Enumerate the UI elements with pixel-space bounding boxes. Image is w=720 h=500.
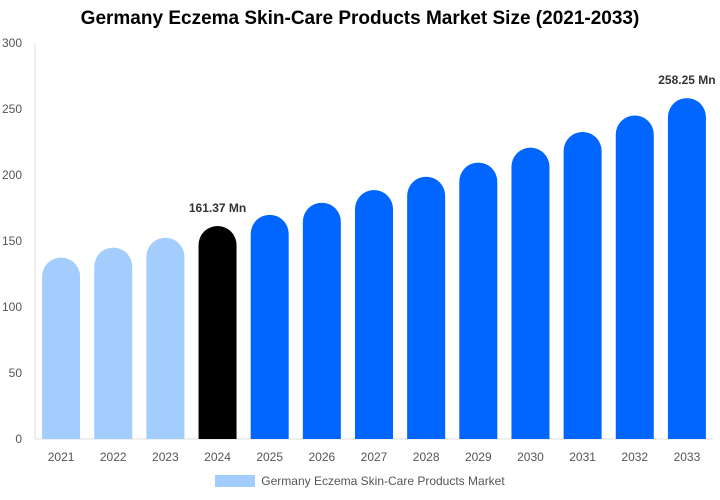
bar-2025 <box>250 214 289 439</box>
legend: Germany Eczema Skin-Care Products Market <box>0 474 720 488</box>
y-tick-label: 100 <box>2 300 22 314</box>
x-tick-label: 2031 <box>569 450 596 464</box>
bar-2033 <box>667 98 706 440</box>
x-tick-label: 2029 <box>465 450 492 464</box>
legend-label: Germany Eczema Skin-Care Products Market <box>261 474 505 488</box>
x-tick-label: 2024 <box>204 450 231 464</box>
x-tick-label: 2033 <box>674 450 701 464</box>
y-tick-label: 200 <box>2 168 22 182</box>
x-tick-label: 2026 <box>308 450 335 464</box>
chart-title: Germany Eczema Skin-Care Products Market… <box>80 8 640 29</box>
bar-2028 <box>407 176 446 439</box>
y-tick-label: 150 <box>2 234 22 248</box>
data-label-2024: 161.37 Mn <box>189 201 246 215</box>
x-tick-label: 2028 <box>413 450 440 464</box>
bar-2032 <box>615 115 654 439</box>
x-tick-label: 2030 <box>517 450 544 464</box>
x-tick-label: 2027 <box>361 450 388 464</box>
y-tick-label: 300 <box>2 36 22 50</box>
x-tick-label: 2025 <box>256 450 283 464</box>
x-tick-label: 2022 <box>100 450 127 464</box>
bar-2021 <box>42 257 81 439</box>
bar-2027 <box>355 190 393 439</box>
bar-2022 <box>94 247 133 439</box>
y-tick-label: 0 <box>15 432 22 446</box>
x-tick-label: 2023 <box>152 450 179 464</box>
y-tick-label: 50 <box>9 366 23 380</box>
y-tick-label: 250 <box>2 102 22 116</box>
bar-2031 <box>563 131 602 439</box>
bar-2026 <box>302 202 341 439</box>
bar-2029 <box>459 162 498 440</box>
legend-swatch <box>215 475 256 487</box>
bar-2023 <box>146 237 185 439</box>
bar-2024 <box>198 225 237 439</box>
data-label-2033: 258.25 Mn <box>658 73 715 87</box>
bar-2030 <box>511 147 550 439</box>
x-tick-label: 2021 <box>48 450 75 464</box>
x-tick-label: 2032 <box>621 450 648 464</box>
